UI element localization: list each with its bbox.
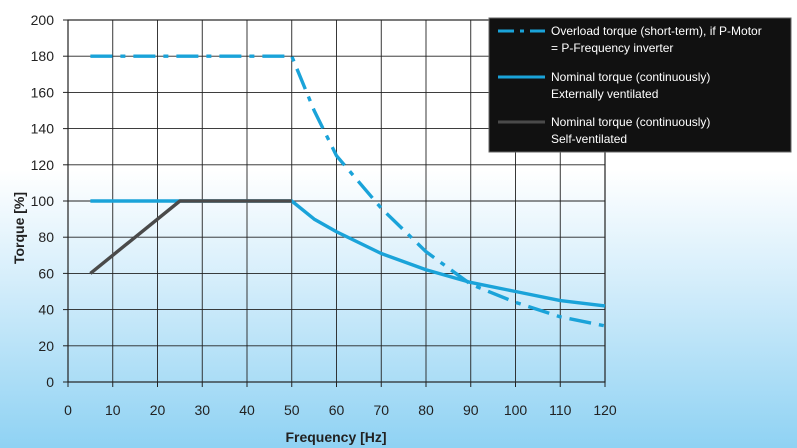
x-tick-label: 120	[593, 402, 617, 418]
x-tick-label: 20	[150, 402, 166, 418]
series-lines	[89, 54, 606, 328]
legend-label-3: Nominal torque (continuously)	[551, 115, 710, 129]
y-axis-title: Torque [%]	[11, 192, 27, 264]
x-axis-title: Frequency [Hz]	[285, 429, 386, 445]
x-tick-label: 80	[418, 402, 434, 418]
y-tick-labels: 0 20 40 60 80 100 120 140 160 180 200	[31, 12, 55, 390]
legend-label-1: = P-Frequency inverter	[551, 41, 673, 55]
x-tick-label: 10	[105, 402, 121, 418]
y-tick-label: 80	[38, 229, 54, 245]
y-tick-label: 0	[46, 374, 54, 390]
y-tick-label: 180	[31, 48, 55, 64]
y-tick-label: 140	[31, 121, 55, 137]
legend-box	[488, 17, 792, 153]
x-tick-label: 110	[549, 402, 572, 418]
x-tick-label: 100	[504, 402, 528, 418]
series-line-3	[89, 199, 292, 275]
legend-label-2: Nominal torque (continuously)	[551, 70, 710, 84]
y-tick-label: 40	[38, 302, 54, 318]
x-tick-labels: 0 10 20 30 40 50 60 70 80 90 100 110 120	[64, 402, 617, 418]
y-tick-label: 20	[38, 338, 54, 354]
x-tick-label: 90	[463, 402, 479, 418]
y-tick-label: 60	[38, 265, 54, 281]
x-tick-label: 0	[64, 402, 72, 418]
y-tick-label: 100	[31, 193, 55, 209]
legend: Overload torque (short-term), if P-Motor…	[488, 17, 792, 153]
series-line-2	[90, 199, 606, 308]
y-tick-label: 120	[31, 157, 55, 173]
x-tick-label: 50	[284, 402, 300, 418]
x-tick-label: 30	[194, 402, 210, 418]
legend-label-3: Self-ventilated	[551, 132, 627, 146]
legend-label-2: Externally ventilated	[551, 87, 658, 101]
legend-label-1: Overload torque (short-term), if P-Motor	[551, 24, 762, 38]
grid	[63, 19, 606, 387]
series-line-1	[90, 54, 606, 328]
y-tick-label: 160	[31, 84, 55, 100]
x-tick-label: 40	[239, 402, 255, 418]
x-tick-label: 60	[329, 402, 345, 418]
y-tick-label: 200	[31, 12, 55, 28]
x-tick-label: 70	[373, 402, 389, 418]
